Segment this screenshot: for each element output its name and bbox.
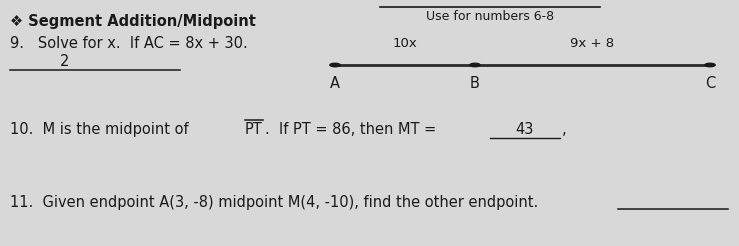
Text: 9.   Solve for x.  If AC = 8x + 30.: 9. Solve for x. If AC = 8x + 30. — [10, 36, 248, 51]
Text: Use for numbers 6-8: Use for numbers 6-8 — [426, 10, 554, 23]
Text: 9x + 8: 9x + 8 — [571, 37, 615, 50]
Text: .  If PT = 86, then MT =: . If PT = 86, then MT = — [265, 122, 441, 137]
Text: 10x: 10x — [392, 37, 418, 50]
Text: 11.  Given endpoint A(3, -8) midpoint M(4, -10), find the other endpoint.: 11. Given endpoint A(3, -8) midpoint M(4… — [10, 195, 538, 210]
Text: 2: 2 — [60, 54, 69, 69]
Text: PT: PT — [245, 122, 263, 137]
Text: 10.  M is the midpoint of: 10. M is the midpoint of — [10, 122, 194, 137]
Text: ❖ Segment Addition/Midpoint: ❖ Segment Addition/Midpoint — [10, 14, 256, 29]
Text: C: C — [705, 76, 715, 91]
Text: 43: 43 — [516, 122, 534, 137]
Text: B: B — [470, 76, 480, 91]
Text: A: A — [330, 76, 340, 91]
Text: ,: , — [562, 122, 567, 137]
